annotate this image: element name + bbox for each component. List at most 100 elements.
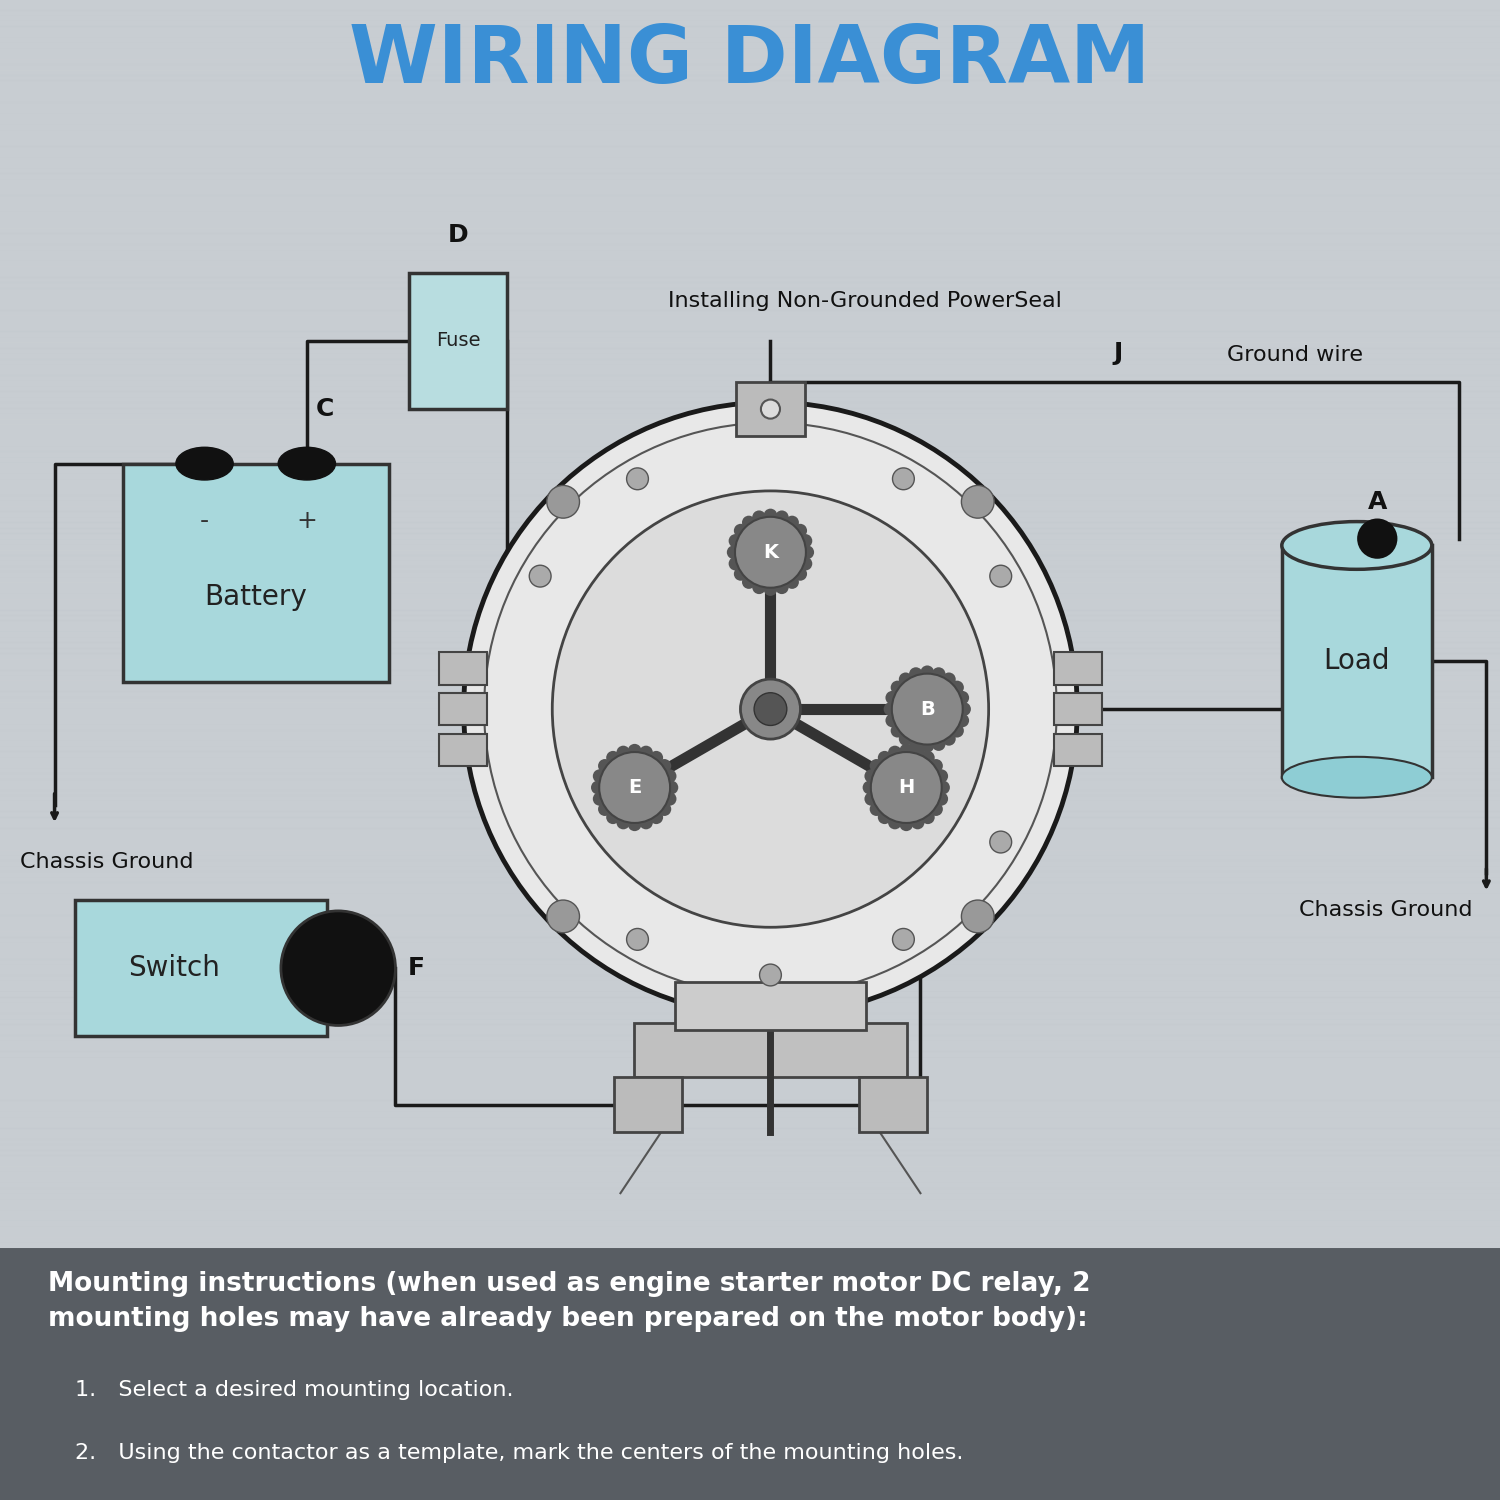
Circle shape bbox=[592, 792, 606, 806]
Text: Battery: Battery bbox=[204, 584, 308, 612]
Circle shape bbox=[464, 402, 1077, 1016]
Circle shape bbox=[734, 567, 747, 580]
Circle shape bbox=[950, 724, 964, 738]
Circle shape bbox=[786, 574, 800, 590]
Circle shape bbox=[663, 770, 676, 783]
Circle shape bbox=[598, 752, 670, 824]
Circle shape bbox=[921, 666, 934, 680]
Circle shape bbox=[776, 580, 789, 594]
Text: +: + bbox=[297, 509, 318, 532]
Circle shape bbox=[878, 752, 891, 765]
Text: 2. Using the contactor as a template, mark the centers of the mounting holes.: 2. Using the contactor as a template, ma… bbox=[75, 1443, 963, 1462]
Circle shape bbox=[891, 681, 904, 694]
Circle shape bbox=[742, 574, 756, 590]
Circle shape bbox=[934, 792, 948, 806]
Text: Mounting instructions (when used as engine starter motor DC relay, 2
mounting ho: Mounting instructions (when used as engi… bbox=[48, 1270, 1090, 1332]
Circle shape bbox=[909, 668, 922, 681]
Circle shape bbox=[990, 566, 1011, 586]
Circle shape bbox=[280, 910, 396, 1026]
Ellipse shape bbox=[176, 447, 232, 480]
Circle shape bbox=[728, 546, 741, 560]
Bar bbox=[1054, 693, 1102, 726]
Circle shape bbox=[742, 516, 756, 530]
Bar bbox=[440, 652, 488, 684]
Circle shape bbox=[754, 693, 788, 726]
Circle shape bbox=[794, 524, 807, 537]
Text: Ground wire: Ground wire bbox=[1227, 345, 1364, 366]
Circle shape bbox=[628, 744, 642, 758]
Circle shape bbox=[932, 738, 945, 752]
Circle shape bbox=[928, 802, 944, 816]
Circle shape bbox=[928, 759, 944, 772]
Bar bbox=[675, 982, 865, 1029]
Circle shape bbox=[598, 802, 612, 816]
Ellipse shape bbox=[1282, 758, 1432, 798]
Circle shape bbox=[864, 770, 877, 783]
Circle shape bbox=[909, 738, 922, 752]
Circle shape bbox=[910, 746, 924, 759]
Circle shape bbox=[936, 780, 950, 795]
Circle shape bbox=[657, 759, 672, 772]
Circle shape bbox=[864, 792, 877, 806]
Circle shape bbox=[606, 810, 619, 824]
Circle shape bbox=[878, 810, 891, 824]
Ellipse shape bbox=[1282, 522, 1432, 570]
Ellipse shape bbox=[278, 447, 336, 480]
Bar bbox=[410, 273, 507, 410]
Circle shape bbox=[934, 770, 948, 783]
Circle shape bbox=[892, 468, 915, 489]
Text: B: B bbox=[920, 699, 934, 718]
Circle shape bbox=[957, 702, 970, 715]
Circle shape bbox=[663, 792, 676, 806]
Circle shape bbox=[1358, 519, 1396, 558]
Circle shape bbox=[870, 802, 883, 816]
Circle shape bbox=[650, 752, 663, 765]
Circle shape bbox=[888, 746, 902, 759]
Text: C: C bbox=[315, 398, 333, 422]
Circle shape bbox=[616, 816, 630, 830]
Circle shape bbox=[764, 509, 777, 522]
Circle shape bbox=[798, 534, 813, 548]
Circle shape bbox=[598, 759, 612, 772]
Bar bbox=[1282, 546, 1432, 777]
Circle shape bbox=[891, 724, 904, 738]
Circle shape bbox=[900, 818, 914, 831]
Bar bbox=[440, 734, 488, 766]
Bar bbox=[634, 1023, 908, 1077]
Text: Chassis Ground: Chassis Ground bbox=[1299, 900, 1473, 920]
Text: F: F bbox=[408, 956, 424, 980]
Bar bbox=[0, 1248, 1500, 1500]
Bar bbox=[859, 1077, 927, 1132]
Circle shape bbox=[753, 510, 766, 524]
Circle shape bbox=[650, 810, 663, 824]
Circle shape bbox=[592, 770, 606, 783]
Circle shape bbox=[950, 681, 964, 694]
Circle shape bbox=[548, 486, 579, 518]
Circle shape bbox=[753, 580, 766, 594]
Circle shape bbox=[627, 468, 648, 489]
Bar bbox=[1054, 652, 1102, 684]
Bar bbox=[736, 382, 804, 436]
Circle shape bbox=[885, 692, 898, 705]
Circle shape bbox=[764, 582, 777, 596]
Text: H: H bbox=[898, 778, 915, 796]
Circle shape bbox=[734, 524, 747, 537]
Circle shape bbox=[898, 732, 912, 746]
Circle shape bbox=[921, 752, 934, 765]
Circle shape bbox=[606, 752, 619, 765]
Circle shape bbox=[759, 964, 782, 986]
Circle shape bbox=[735, 518, 806, 588]
Circle shape bbox=[801, 546, 814, 560]
Bar bbox=[440, 693, 488, 726]
Circle shape bbox=[898, 672, 912, 686]
Bar bbox=[75, 900, 327, 1036]
Circle shape bbox=[760, 399, 780, 418]
Circle shape bbox=[786, 516, 800, 530]
Circle shape bbox=[741, 680, 801, 740]
Circle shape bbox=[900, 744, 914, 758]
Circle shape bbox=[548, 900, 579, 933]
Circle shape bbox=[639, 746, 652, 759]
Circle shape bbox=[591, 780, 604, 795]
Circle shape bbox=[884, 702, 897, 715]
Circle shape bbox=[932, 668, 945, 681]
